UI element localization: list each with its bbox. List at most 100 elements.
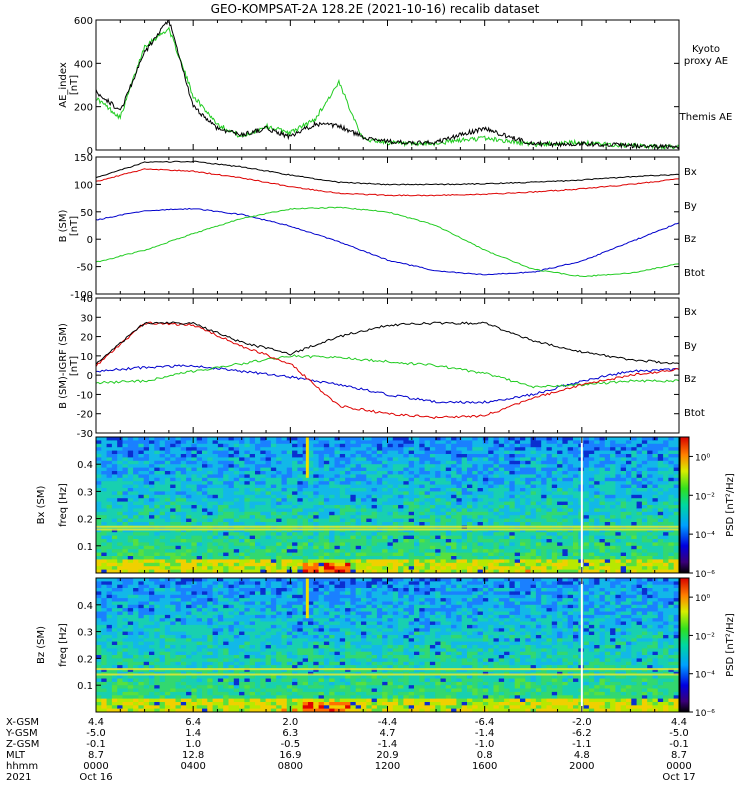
spec-cell: [424, 464, 431, 468]
spec-cell: [541, 437, 547, 441]
spec-cell: [292, 464, 298, 468]
spec-cell: [175, 539, 182, 543]
spec-cell: [573, 556, 579, 560]
spec-cell: [249, 505, 256, 509]
spec-cell: [477, 545, 484, 550]
spec-cell: [414, 539, 420, 543]
spec-cell: [111, 614, 118, 619]
spec-cell: [96, 628, 102, 633]
spec-cell: [255, 447, 261, 451]
spec-cell: [673, 494, 680, 499]
spec-cell: [546, 440, 553, 445]
spec-cell: [318, 488, 325, 492]
spec-cell: [228, 569, 235, 574]
spec-cell: [96, 532, 102, 536]
spec-cell: [217, 467, 224, 472]
spec-cell: [255, 443, 261, 448]
spec-cell: [106, 645, 113, 649]
spec-cell: [228, 467, 235, 472]
spec-cell: [334, 454, 341, 458]
spec-cell: [154, 488, 160, 492]
spec-cell: [429, 522, 436, 526]
spec-cell: [212, 457, 219, 462]
spec-cell: [345, 566, 351, 570]
spec-cell: [477, 566, 484, 570]
spec-cell: [546, 532, 553, 536]
spec-cell: [546, 552, 553, 557]
spec-cell: [546, 481, 553, 485]
spec-cell: [361, 515, 367, 519]
spec-cell: [297, 443, 304, 448]
spec-cell: [636, 471, 643, 475]
spec-cell: [143, 447, 150, 451]
spec-cell: [138, 648, 145, 653]
spec-cell: [366, 464, 372, 468]
spec-cell: [445, 484, 452, 489]
spec-cell: [604, 447, 611, 451]
spec-cell: [482, 559, 489, 564]
spec-cell: [562, 549, 569, 553]
spec-cell: [408, 518, 415, 523]
spec-cell: [382, 501, 388, 506]
spec-cell: [361, 552, 367, 557]
spec-cell: [111, 601, 118, 606]
spec-cell: [493, 440, 500, 445]
spec-cell: [239, 460, 245, 465]
spec-cell: [626, 481, 632, 485]
spec-cell: [361, 566, 367, 570]
spec-cell: [631, 508, 637, 513]
spec-cell: [265, 566, 272, 570]
spec-cell: [472, 522, 478, 526]
spec-cell: [657, 440, 664, 445]
spec-cell: [117, 594, 123, 599]
spec-cell: [376, 539, 383, 543]
spec-cell: [297, 460, 304, 465]
spec-cell: [366, 549, 372, 553]
spec-cell: [620, 498, 627, 502]
spec-cell: [276, 450, 282, 455]
spec-cell: [562, 464, 569, 468]
spec-cell: [419, 437, 425, 441]
spec-cell: [626, 440, 632, 445]
spec-cell: [451, 477, 457, 482]
spec-cell: [244, 477, 251, 482]
spec-cell: [472, 542, 478, 547]
spec-cell: [641, 460, 648, 465]
spec-cell: [196, 450, 203, 455]
spec-cell: [599, 454, 606, 458]
spec-cell: [96, 552, 102, 557]
spec-cell: [127, 511, 134, 516]
spec-cell: [106, 631, 113, 636]
spec-cell: [149, 491, 155, 496]
spec-cell: [488, 552, 494, 557]
spec-cell: [127, 608, 134, 612]
spec-cell: [106, 594, 113, 599]
spec-cell: [292, 450, 298, 455]
spec-cell: [101, 588, 107, 592]
spec-cell: [594, 467, 600, 472]
spec-cell: [419, 460, 425, 465]
spec-cell: [615, 477, 622, 482]
spec-cell: [302, 447, 309, 451]
spec-cell: [318, 569, 325, 574]
spec-cell: [207, 457, 213, 462]
spec-cell: [477, 454, 484, 458]
spec-cell: [482, 508, 489, 513]
spec-cell: [546, 498, 553, 502]
spec-cell: [101, 621, 107, 626]
spec-cell: [652, 498, 659, 502]
spec-cell: [260, 501, 266, 506]
spec-cell: [249, 552, 256, 557]
spec-cell: [398, 440, 404, 445]
spec-cell: [594, 491, 600, 496]
spec-cell: [498, 437, 505, 441]
spec-cell: [239, 443, 245, 448]
spec-cell: [122, 494, 129, 499]
spec-cell: [583, 508, 590, 513]
spec-cell: [509, 532, 516, 536]
spec-cell: [541, 454, 547, 458]
spec-cell: [509, 535, 516, 540]
spec-cell: [488, 443, 494, 448]
spec-cell: [239, 494, 245, 499]
spec-cell: [345, 569, 351, 574]
